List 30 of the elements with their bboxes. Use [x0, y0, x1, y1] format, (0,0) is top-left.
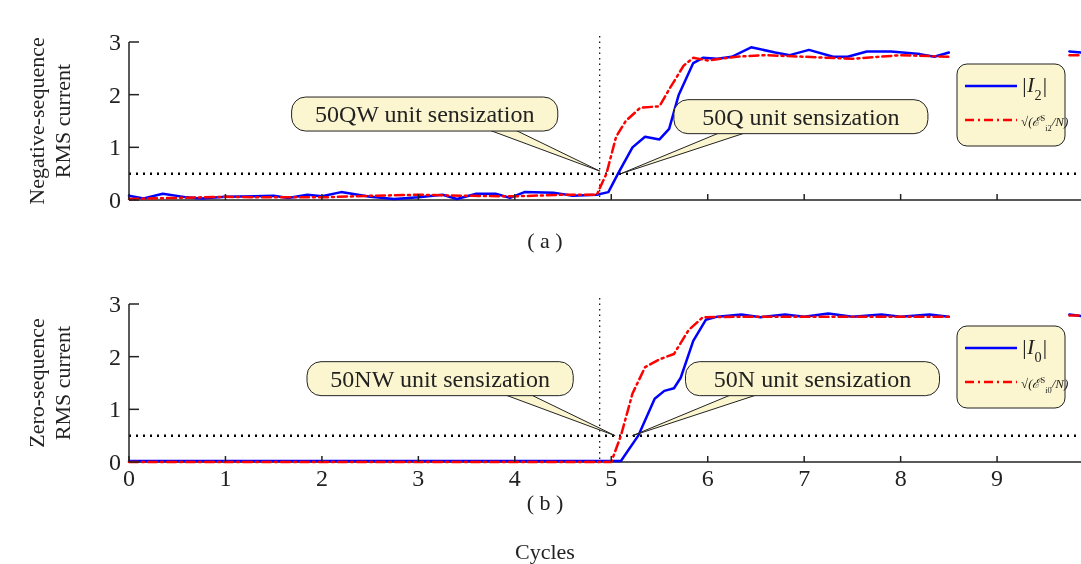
x-tick-label: 2	[315, 465, 328, 491]
y-tick-label: 2	[109, 343, 121, 370]
y-axis-title: Negative-sequence RMS current	[24, 37, 75, 205]
y-tick-label: 3	[109, 291, 121, 317]
text: ( b )	[526, 490, 564, 515]
x-tick-label: 6	[701, 465, 714, 491]
text: ( a )	[527, 228, 563, 253]
x-tick-label: 5	[605, 465, 618, 491]
y-tick-label: 0	[109, 187, 121, 213]
x-tick-label: 9	[991, 465, 1004, 491]
annotation: 50NW unit sensization	[330, 365, 550, 392]
annotation: 50N unit sensization	[713, 365, 912, 392]
x-axis-title: Cycles	[515, 539, 575, 564]
x-tick-label: 3	[412, 465, 425, 491]
x-tick-label: 1	[219, 465, 232, 491]
x-tick-label: 7	[798, 465, 811, 491]
annotation: 50QW unit sensization	[314, 101, 535, 128]
legend-label: √(ℰ$^{S}$$_{i0}$/N)	[1021, 375, 1069, 395]
y-tick-label: 3	[109, 29, 121, 55]
legend-label: √(ℰ$^{S}$$_{i2}$/N)	[1021, 113, 1069, 133]
legend-label: |I$_{0}$|	[1021, 334, 1048, 365]
y-axis-title: Zero-sequence RMS current	[24, 318, 75, 448]
annotation: 50Q unit sensization	[702, 103, 900, 130]
legend-label: |I$_{2}$|	[1021, 72, 1048, 103]
x-tick-label: 4	[508, 465, 521, 491]
y-tick-label: 1	[109, 134, 121, 161]
y-tick-label: 0	[109, 449, 121, 475]
y-tick-label: 2	[109, 81, 121, 108]
x-tick-label: 8	[894, 465, 907, 491]
y-tick-label: 1	[109, 396, 121, 423]
